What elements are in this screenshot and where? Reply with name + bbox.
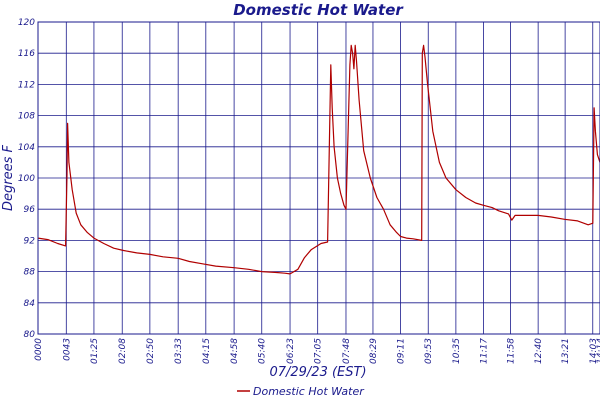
x-tick-label: 01:25 xyxy=(90,338,100,364)
x-tick-label: 05:40 xyxy=(258,338,268,364)
series-group xyxy=(37,44,600,275)
y-axis-label: Degrees F xyxy=(1,144,16,211)
y-tick-label: 100 xyxy=(18,174,35,184)
x-tick-label: 14:03 xyxy=(589,338,599,364)
x-tick-label: 09:11 xyxy=(397,338,407,364)
y-tick-label: 80 xyxy=(24,330,36,340)
x-tick-label: 14:14 xyxy=(596,338,600,364)
x-tick-label: 10:35 xyxy=(452,338,462,364)
series-line-domestic-hot-water xyxy=(37,44,600,275)
chart-title: Domestic Hot Water xyxy=(233,1,404,19)
x-tick-label: 09:53 xyxy=(424,338,434,364)
plot-frame xyxy=(37,21,600,335)
y-tick-label: 120 xyxy=(18,18,35,28)
y-tick-label: 112 xyxy=(18,80,35,90)
x-tick-label: 02:50 xyxy=(146,338,156,364)
x-tick-label: 03:33 xyxy=(174,338,184,364)
x-tick-label: 02:08 xyxy=(118,338,128,364)
x-tick-label: 0043 xyxy=(62,338,72,361)
x-tick-label: 07:05 xyxy=(314,338,324,364)
x-axis-label: 07/29/23 (EST) xyxy=(269,365,366,380)
y-tick-label: 84 xyxy=(24,299,36,309)
legend: Domestic Hot Water xyxy=(237,385,365,398)
y-tick-label: 108 xyxy=(18,112,35,122)
x-axis-ticks: 0000 0043 01:25 02:08 02:50 03:33 04:15 04:58 05… xyxy=(34,338,600,364)
y-tick-label: 116 xyxy=(18,49,35,59)
y-tick-label: 88 xyxy=(24,268,36,278)
x-tick-label: 11:17 xyxy=(480,338,490,364)
y-tick-label: 96 xyxy=(24,205,36,215)
x-tick-label: 06:23 xyxy=(286,338,296,364)
x-tick-label: 07:48 xyxy=(342,338,352,364)
x-tick-label: 04:58 xyxy=(230,338,240,364)
x-tick-label: 04:15 xyxy=(202,338,212,364)
x-tick-label: 0000 xyxy=(34,338,44,361)
y-tick-label: 92 xyxy=(24,236,36,246)
legend-label: Domestic Hot Water xyxy=(253,385,365,398)
x-tick-label: 13:21 xyxy=(561,338,571,364)
x-tick-label: 08:29 xyxy=(369,338,379,364)
y-axis-ticks: 80 84 88 92 96 100 104 108 112 116 120 xyxy=(18,18,35,340)
y-tick-label: 104 xyxy=(18,143,35,153)
x-tick-label: 12:40 xyxy=(534,338,544,364)
x-tick-label: 11:58 xyxy=(507,338,517,364)
grid-lines xyxy=(37,21,600,335)
